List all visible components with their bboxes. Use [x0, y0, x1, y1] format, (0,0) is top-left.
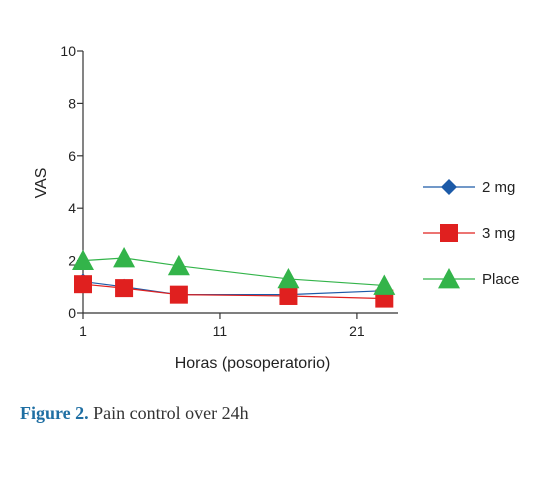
chart-legend: 2 mg 3 mg Place: [423, 179, 520, 289]
y-tick-label-0: 0: [68, 305, 76, 321]
y-tick-label-2: 2: [68, 253, 76, 269]
legend-marker-3-mg: [440, 224, 458, 242]
x-axis-title: Horas (posoperatorio): [175, 355, 331, 372]
caption-text: Pain control over 24h: [93, 403, 249, 423]
y-axis-title: VAS: [33, 168, 50, 199]
data-point-place: [373, 274, 396, 295]
legend-marker-2-mg: [441, 179, 457, 195]
data-point-3-mg: [115, 279, 134, 298]
data-point-place: [72, 249, 94, 270]
x-tick-label-21: 21: [349, 323, 365, 339]
plot-area: [72, 246, 396, 308]
y-tick-label-6: 6: [68, 148, 76, 164]
data-point-3-mg: [169, 285, 188, 304]
caption-label: Figure 2.: [20, 403, 89, 423]
legend-marker-place: [438, 268, 460, 289]
legend-label-2-mg: 2 mg: [482, 179, 515, 196]
y-tick-label-8: 8: [68, 95, 76, 111]
y-tick-label-10: 10: [60, 43, 76, 59]
y-tick-label-4: 4: [68, 200, 76, 216]
data-point-3-mg: [74, 275, 92, 294]
data-point-3-mg: [279, 286, 298, 305]
legend-label-3-mg: 3 mg: [482, 225, 515, 242]
data-point-place: [113, 246, 136, 268]
data-point-place: [167, 254, 190, 276]
data-point-place: [277, 267, 300, 289]
legend-label-place: Place: [482, 271, 520, 288]
x-tick-label-11: 11: [213, 323, 228, 339]
figure-caption: Figure 2. Pain control over 24h: [20, 403, 249, 424]
x-tick-label-1: 1: [79, 323, 87, 339]
